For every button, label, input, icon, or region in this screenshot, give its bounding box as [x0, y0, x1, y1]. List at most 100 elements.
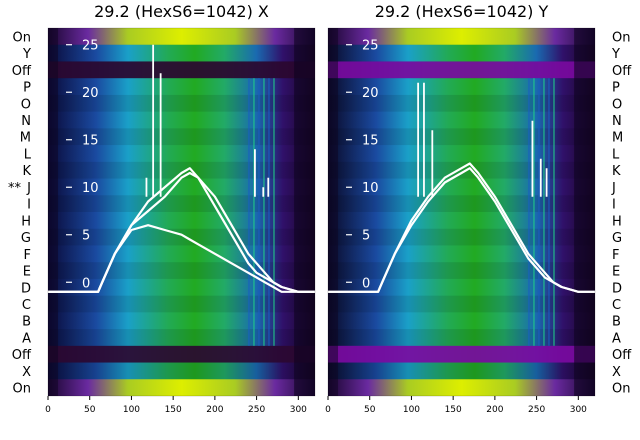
row-label: Off [612, 348, 632, 363]
overlay-tick-label: 15 [362, 134, 379, 149]
heatmap-off-band-1 [48, 345, 315, 363]
row-label: C [22, 298, 31, 313]
row-label: J [26, 181, 31, 196]
row-label: X [22, 365, 31, 380]
heatmap-on-band-bottom [328, 379, 595, 396]
heatmap-body [328, 28, 595, 396]
x-tick-label: 150 [165, 405, 182, 415]
row-label: X [612, 365, 621, 380]
x-tick-label: 100 [123, 405, 140, 415]
row-label: On [13, 30, 31, 45]
heatmap-streak [543, 78, 545, 346]
overlay-series-line [328, 167, 595, 293]
row-label: K [22, 164, 31, 179]
row-label: B [22, 315, 31, 330]
row-label: L [612, 147, 620, 162]
row-label: On [612, 382, 630, 397]
row-label: A [612, 331, 621, 346]
x-tick-label: 150 [445, 405, 462, 415]
row-mark: ** [8, 181, 22, 196]
row-label: M [20, 131, 31, 146]
row-label: C [612, 298, 621, 313]
row-label: I [27, 198, 31, 213]
heatmap-streak [273, 78, 275, 346]
x-tick-label: 200 [486, 405, 503, 415]
row-label: I [612, 198, 616, 213]
x-tick-label: 100 [403, 405, 420, 415]
row-label: Off [612, 64, 632, 79]
row-label: J [611, 181, 616, 196]
row-label: Off [12, 348, 32, 363]
heatmap-streak [553, 78, 555, 346]
heatmap-row [48, 362, 315, 380]
row-label: Off [12, 64, 32, 79]
heatmap-streak [528, 78, 530, 346]
overlay-tick-label: 20 [362, 86, 379, 101]
heatmap-body [48, 28, 315, 396]
heatmap-on-band-top [48, 28, 315, 45]
row-label: E [612, 265, 620, 280]
row-label: B [612, 315, 621, 330]
heatmap-streak [533, 78, 535, 346]
overlay-tick-label: 0 [362, 276, 370, 291]
heatmap-row [48, 329, 315, 346]
row-label: On [13, 382, 31, 397]
row-label: E [23, 265, 31, 280]
heatmap-row [48, 295, 315, 313]
row-label: A [22, 331, 31, 346]
heatmap-edge-right [294, 28, 315, 396]
row-label: K [612, 164, 621, 179]
x-tick-label: 250 [248, 405, 265, 415]
x-tick-label: 0 [45, 405, 51, 415]
panel-frame [47, 27, 316, 397]
row-label: H [21, 214, 31, 229]
row-label: O [612, 97, 622, 112]
x-tick-label: 200 [206, 405, 223, 415]
overlay-series-line [48, 224, 315, 293]
overlay-tick-label: 0 [82, 276, 90, 291]
chart-title: 29.2 (HexS6=1042) X [94, 2, 269, 21]
x-tick-label: 250 [528, 405, 545, 415]
x-tick-label: 50 [364, 405, 376, 415]
heatmap-streak [548, 78, 550, 346]
heatmap-edge-left [328, 28, 339, 396]
heatmap-row [328, 295, 595, 313]
overlay-tick-label: 25 [362, 39, 379, 54]
row-label: G [612, 231, 622, 246]
heatmap-edge-right [574, 28, 595, 396]
row-label: P [23, 81, 31, 96]
heatmap-edge-left [48, 28, 59, 396]
row-label: P [612, 81, 620, 96]
heatmap-streak [258, 78, 260, 346]
x-tick-label: 300 [290, 405, 307, 415]
heatmap-row [48, 161, 315, 179]
row-label: M [612, 131, 623, 146]
overlay-tick-label: 15 [82, 134, 99, 149]
row-label: D [21, 281, 31, 296]
row-label: N [612, 114, 622, 129]
panel-frame [327, 27, 596, 397]
x-tick-label: 300 [570, 405, 587, 415]
heatmap-streak [248, 78, 250, 346]
overlay-tick-label: 25 [82, 39, 99, 54]
x-tick-label: 50 [84, 405, 96, 415]
heatmap-streak [253, 78, 255, 346]
heatmap-row [328, 362, 595, 380]
row-label: Y [22, 47, 31, 62]
row-label: G [21, 231, 31, 246]
heatmap-off-band-1 [328, 345, 595, 363]
heatmap-row [48, 195, 315, 212]
row-label: D [612, 281, 622, 296]
row-label: O [21, 97, 31, 112]
overlay-tick-label: 10 [362, 181, 379, 196]
row-label: F [24, 248, 31, 263]
heatmap-streak [538, 78, 540, 346]
heatmap-off-band-0 [48, 61, 315, 79]
row-label: L [24, 147, 32, 162]
row-label: H [612, 214, 622, 229]
heatmap-row [328, 161, 595, 179]
heatmap-row [328, 329, 595, 346]
row-label: N [21, 114, 31, 129]
